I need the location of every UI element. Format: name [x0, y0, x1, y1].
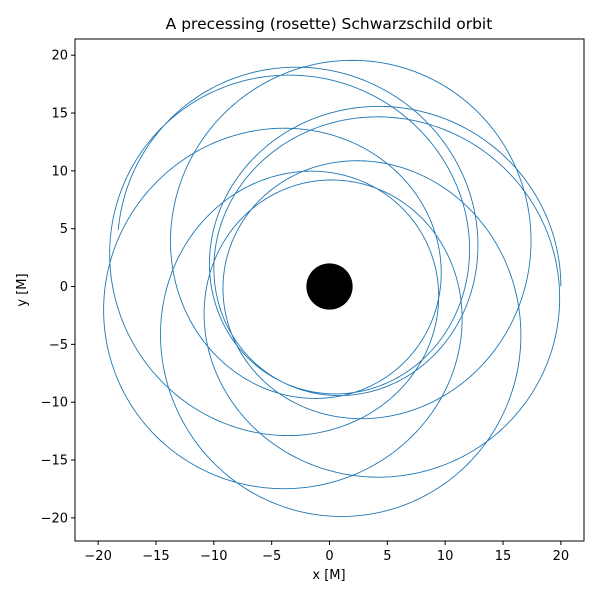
x-tick-label: 15 — [495, 549, 512, 564]
y-tick-label: 20 — [51, 49, 68, 64]
plot-area — [74, 38, 585, 542]
x-tick-label: 10 — [437, 549, 454, 564]
orbit-series — [103, 59, 562, 517]
y-tick-label: −5 — [49, 338, 68, 353]
x-tick-label: 0 — [325, 549, 333, 564]
y-tick-label: 10 — [51, 164, 68, 179]
x-tick-label: −5 — [262, 549, 281, 564]
x-tick-label: −20 — [84, 549, 111, 564]
y-axis-ticks: −20 −15 −10 −5 0 5 10 15 20 — [41, 49, 75, 526]
chart-title: A precessing (rosette) Schwarzschild orb… — [166, 15, 493, 33]
y-axis-label: y [M] — [15, 273, 30, 306]
black-hole-disk — [306, 263, 353, 310]
x-tick-label: −10 — [200, 549, 227, 564]
x-tick-label: 20 — [553, 549, 570, 564]
y-tick-label: −15 — [41, 454, 68, 469]
x-tick-label: −15 — [142, 549, 169, 564]
x-axis-label: x [M] — [312, 568, 345, 583]
y-tick-label: 5 — [60, 222, 68, 237]
x-tick-label: 5 — [383, 549, 391, 564]
y-tick-label: 15 — [51, 107, 68, 122]
x-axis-ticks: −20 −15 −10 −5 0 5 10 15 20 — [84, 541, 569, 564]
y-tick-label: 0 — [60, 280, 68, 295]
orbit-line — [103, 59, 562, 517]
y-tick-label: −20 — [41, 511, 68, 526]
y-tick-label: −10 — [41, 396, 68, 411]
